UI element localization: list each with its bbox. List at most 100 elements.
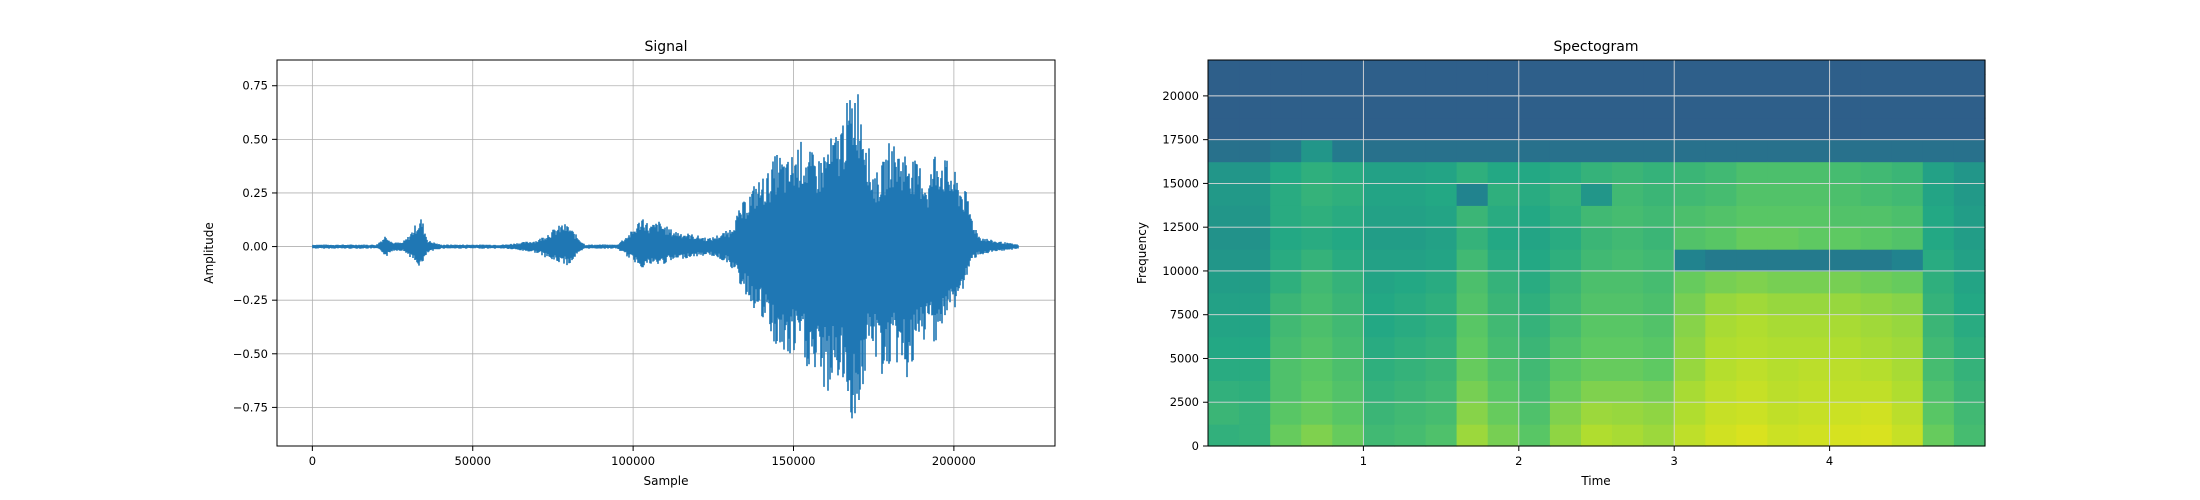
spectrogram-cell (1456, 402, 1489, 425)
spectrogram-cell (1829, 183, 1862, 206)
spectrogram-cell (1394, 139, 1427, 163)
spectrogram-cell (1549, 380, 1582, 403)
spectrogram-cell (1456, 358, 1489, 381)
spectrogram-cell (1860, 292, 1893, 316)
spectrogram-cell (1208, 74, 1240, 97)
spectrogram-cell (1860, 95, 1893, 119)
spectrogram-x-tick-label: 4 (1826, 454, 1833, 468)
spectrogram-cell (1643, 292, 1675, 316)
spectrogram-cell (1487, 314, 1520, 338)
spectrogram-cell (1208, 402, 1240, 425)
spectrogram-cell (1581, 270, 1613, 294)
signal-x-tick-label: 150000 (772, 454, 816, 468)
spectrogram-cell (1829, 424, 1862, 447)
signal-y-axis-label: Amplitude (202, 222, 216, 284)
spectrogram-cell (1549, 117, 1582, 141)
spectrogram-cell (1922, 292, 1955, 316)
spectrogram-cell (1518, 183, 1551, 206)
spectrogram-cell (1581, 74, 1613, 97)
spectrogram-cell (1363, 161, 1396, 184)
spectrogram-cell (1829, 95, 1862, 119)
spectrogram-y-tick-label: 12500 (1162, 220, 1199, 234)
spectrogram-cell (1736, 380, 1769, 403)
spectrogram-cell (1860, 74, 1893, 97)
spectrogram-cell (1332, 227, 1364, 250)
signal-panel: Signal 0 50000 100000 150000 200000 0.75 0.50… (202, 39, 1056, 488)
spectrogram-cell (1891, 183, 1924, 206)
spectrogram-cell (1301, 314, 1333, 338)
spectrogram-cell (1208, 161, 1240, 184)
spectrogram-cell (1394, 292, 1427, 316)
spectrogram-cell (1363, 117, 1396, 141)
spectrogram-cell (1549, 161, 1582, 184)
spectrogram-cell (1332, 117, 1364, 141)
spectrogram-cell (1953, 117, 1986, 141)
spectrogram-cell (1239, 95, 1271, 119)
spectrogram-cell (1891, 95, 1924, 119)
spectrogram-cell (1394, 424, 1427, 447)
spectrogram-cell (1767, 292, 1800, 316)
spectrogram-cell (1456, 249, 1489, 272)
spectrogram-cell (1860, 424, 1893, 447)
spectrogram-cell (1705, 60, 1737, 75)
spectrogram-cell (1301, 205, 1333, 228)
spectrogram-cell (1829, 74, 1862, 97)
spectrogram-cell (1425, 336, 1458, 360)
spectrogram-cell (1239, 402, 1271, 425)
spectrogram-cell (1301, 161, 1333, 184)
spectrogram-cell (1643, 424, 1675, 447)
spectrogram-cell (1425, 205, 1458, 228)
spectrogram-y-tick-label: 17500 (1162, 133, 1199, 147)
spectrogram-cell (1239, 249, 1271, 272)
spectrogram-cell (1643, 380, 1675, 403)
spectrogram-cell (1860, 270, 1893, 294)
spectrogram-cell (1612, 249, 1644, 272)
spectrogram-cell (1767, 95, 1800, 119)
spectrogram-cell (1487, 424, 1520, 447)
spectrogram-cell (1425, 249, 1458, 272)
spectrogram-cell (1891, 74, 1924, 97)
signal-x-tick-label: 50000 (454, 454, 491, 468)
spectrogram-cell (1891, 358, 1924, 381)
signal-x-tick-label: 100000 (611, 454, 655, 468)
spectrogram-cell (1612, 161, 1644, 184)
spectrogram-cell (1736, 117, 1769, 141)
spectrogram-y-tick-label: 5000 (1170, 351, 1199, 365)
spectrogram-cell (1891, 314, 1924, 338)
spectrogram-cell (1301, 139, 1333, 163)
signal-y-tick-label: −0.25 (233, 293, 268, 307)
spectrogram-cell (1394, 117, 1427, 141)
spectrogram-cell (1953, 402, 1986, 425)
spectrogram-cell (1270, 358, 1302, 381)
spectrogram-cell (1674, 60, 1706, 75)
spectrogram-cell (1487, 60, 1520, 75)
spectrogram-cell (1736, 205, 1769, 228)
spectrogram-cell (1705, 183, 1737, 206)
spectrogram-cell (1953, 227, 1986, 250)
spectrogram-cell (1332, 249, 1364, 272)
spectrogram-cell (1363, 227, 1396, 250)
spectrogram-cell (1332, 183, 1364, 206)
spectrogram-cell (1581, 205, 1613, 228)
spectrogram-cell (1829, 402, 1862, 425)
spectrogram-cell (1425, 161, 1458, 184)
spectrogram-cell (1239, 292, 1271, 316)
spectrogram-cell (1549, 249, 1582, 272)
spectrogram-cell (1549, 139, 1582, 163)
spectrogram-cell (1953, 74, 1986, 97)
spectrogram-cell (1363, 249, 1396, 272)
spectrogram-cell (1891, 117, 1924, 141)
spectrogram-cell (1767, 161, 1800, 184)
spectrogram-cell (1674, 424, 1706, 447)
spectrogram-cell (1829, 227, 1862, 250)
spectrogram-y-tick-label: 0 (1192, 439, 1199, 453)
spectrogram-cell (1891, 205, 1924, 228)
spectrogram-cell (1208, 205, 1240, 228)
spectrogram-cell (1736, 95, 1769, 119)
spectrogram-cell (1705, 424, 1737, 447)
spectrogram-x-tick-label: 3 (1671, 454, 1678, 468)
spectrogram-cell (1922, 424, 1955, 447)
spectrogram-cell (1270, 95, 1302, 119)
spectrogram-cell (1736, 314, 1769, 338)
spectrogram-x-ticks: 1 2 3 4 (1360, 446, 1833, 468)
